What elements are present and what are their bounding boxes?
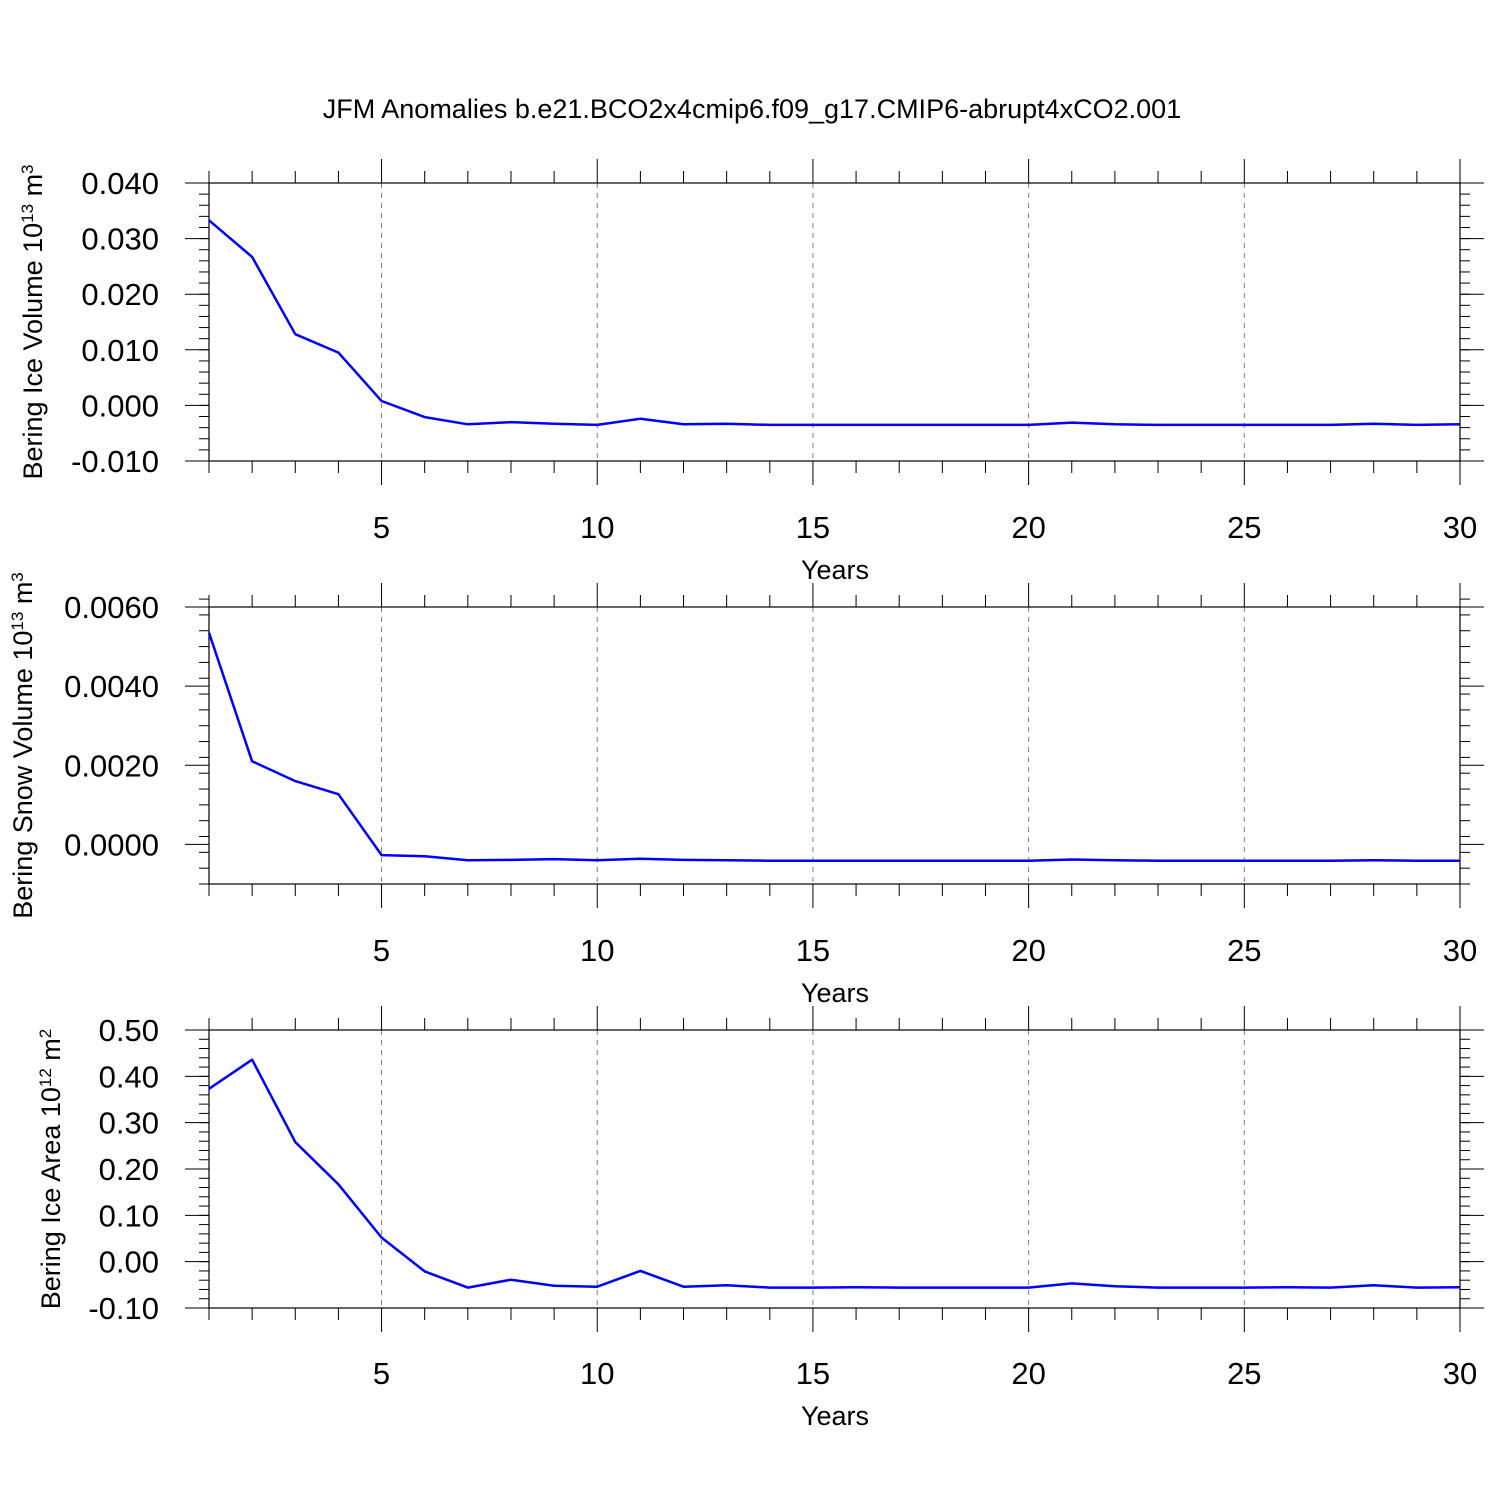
x-tick-label: 25 [1227, 1356, 1261, 1391]
y-tick-label: 0.040 [81, 166, 159, 201]
y-tick-label: 0.40 [99, 1059, 159, 1094]
series-line [207, 632, 1460, 862]
x-axis-label: Years [801, 555, 869, 585]
x-tick-label: 25 [1227, 933, 1261, 968]
x-tick-label: 20 [1011, 510, 1045, 545]
x-tick-label: 20 [1011, 1356, 1045, 1391]
y-axis-label-exp: 13 [8, 612, 27, 631]
y-tick-label: 0.0020 [64, 748, 159, 783]
y-tick-label: 0.00 [99, 1245, 159, 1280]
y-tick-label: 0.000 [81, 388, 159, 423]
y-axis-label-unit: m [18, 174, 48, 204]
x-tick-label: 5 [373, 1356, 390, 1391]
chart-panel-2: 0.0000 0.0020 0.0040 0.0060 5 10 15 20 25 30 Years… [8, 572, 1484, 1008]
y-tick-label: -0.010 [71, 444, 159, 479]
plot-frame [208, 606, 1461, 885]
y-axis-label-unit-exp: 2 [36, 1029, 55, 1038]
y-tick-label: 0.50 [99, 1013, 159, 1048]
y-axis-label: Bering Ice Volume 1013 m3 [18, 164, 49, 479]
x-tick-label: 5 [373, 933, 390, 968]
x-axis-label: Years [801, 1401, 869, 1431]
y-axis-label-text: Bering Ice Area 10 [36, 1087, 66, 1309]
y-axis-label-unit: m [8, 582, 38, 612]
y-axis-label-unit-exp: 3 [18, 164, 37, 173]
x-tick-label: 30 [1443, 1356, 1477, 1391]
y-tick-label: 0.10 [99, 1198, 159, 1233]
y-axis-label-exp: 12 [36, 1068, 55, 1087]
series-line [208, 219, 1461, 427]
x-tick-label: 20 [1011, 933, 1045, 968]
plot-frame [208, 1029, 1461, 1309]
y-axis-label-text: Bering Ice Volume 10 [18, 223, 48, 480]
y-axis-label-unit-exp: 3 [8, 572, 27, 581]
x-tick-label: 25 [1227, 510, 1261, 545]
y-tick-label: 0.0040 [64, 669, 159, 704]
series-line [208, 1058, 1461, 1289]
y-axis-label-unit: m [36, 1038, 66, 1068]
y-tick-label: 0.20 [99, 1152, 159, 1187]
x-tick-label: 10 [580, 510, 614, 545]
y-tick-label: 0.020 [81, 277, 159, 312]
x-tick-label: 15 [796, 1356, 830, 1391]
x-tick-label: 30 [1443, 510, 1477, 545]
y-tick-label: 0.30 [99, 1106, 159, 1141]
x-tick-label: 10 [580, 933, 614, 968]
chart-panel-3: -0.10 0.00 0.10 0.20 0.30 0.40 0.50 5 10 15 20 25 30… [36, 1006, 1484, 1431]
y-axis-label-exp: 13 [18, 204, 37, 223]
y-tick-label: 0.0060 [64, 590, 159, 625]
y-tick-label: 0.0000 [64, 827, 159, 862]
y-tick-label: -0.10 [88, 1291, 159, 1326]
x-axis-label: Years [801, 978, 869, 1008]
x-tick-label: 5 [373, 510, 390, 545]
y-axis-label-text: Bering Snow Volume 10 [8, 631, 38, 919]
x-tick-label: 30 [1443, 933, 1477, 968]
y-tick-label: 0.030 [81, 222, 159, 257]
y-tick-label: 0.010 [81, 333, 159, 368]
chart-panel-1: -0.010 0.000 0.010 0.020 0.030 0.040 5 10 15 20 25… [18, 159, 1484, 585]
y-axis-label: Bering Snow Volume 1013 m3 [8, 572, 39, 919]
y-axis-label: Bering Ice Area 1012 m2 [36, 1029, 67, 1310]
x-tick-label: 10 [580, 1356, 614, 1391]
figure-title: JFM Anomalies b.e21.BCO2x4cmip6.f09_g17.… [323, 94, 1181, 124]
x-tick-label: 15 [796, 510, 830, 545]
plot-frame [208, 182, 1461, 462]
x-tick-label: 15 [796, 933, 830, 968]
